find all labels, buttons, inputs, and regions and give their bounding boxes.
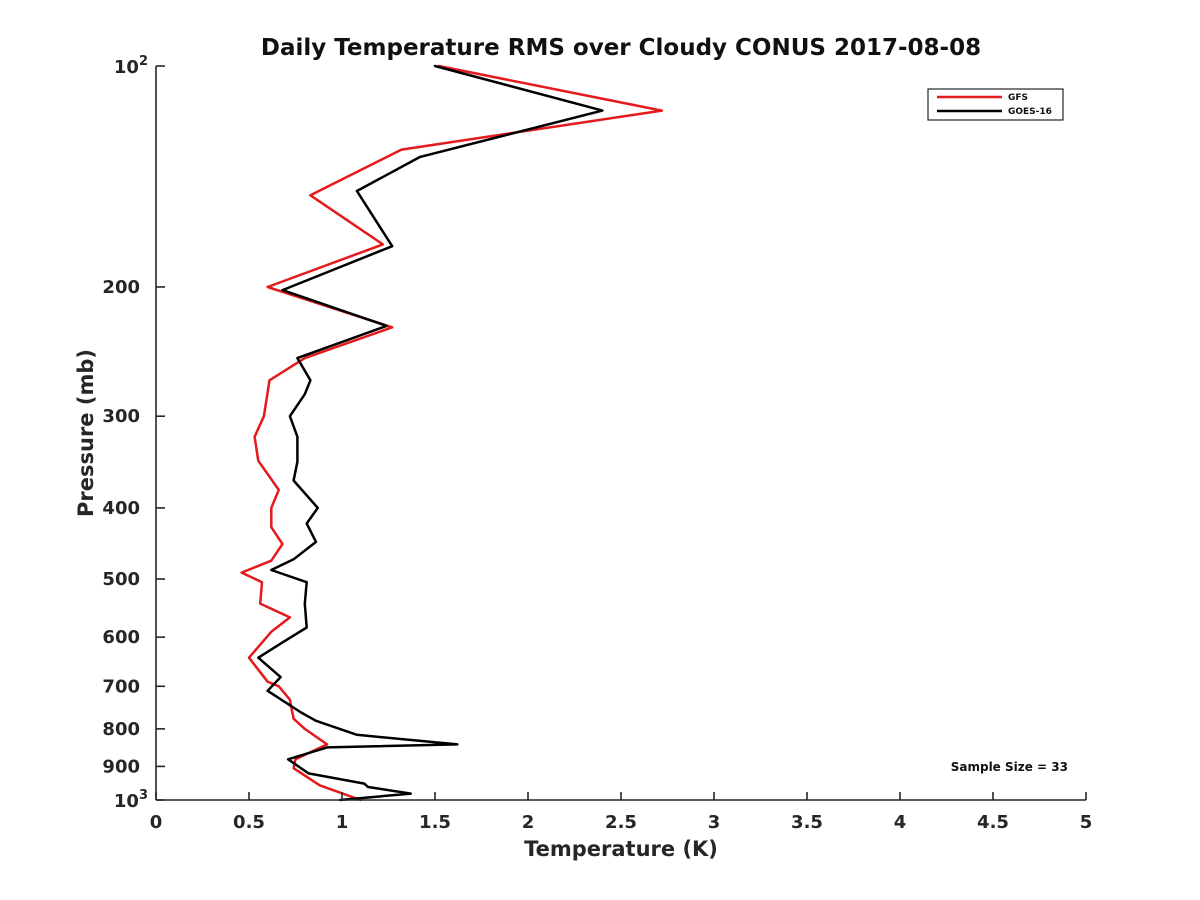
x-tick-label: 3.5 [791,812,823,833]
y-tick-base: 10 [114,791,139,812]
y-tick-label: 800 [102,719,140,740]
plot-area [240,64,664,802]
series-line-goes-16 [257,64,604,802]
y-tick-label: 900 [102,756,140,777]
x-tick-label: 1.5 [419,812,451,833]
y-axis-label: Pressure (mb) [74,349,98,517]
legend-label: GOES-16 [1008,107,1052,117]
legend: GFS GOES-16 [927,88,1064,121]
x-tick-label: 4 [894,812,907,833]
x-tick-label: 1 [336,812,349,833]
y-tick-base: 10 [114,57,139,78]
legend-label: GFS [1008,93,1028,103]
y-tick-label: 102 [114,54,148,78]
y-tick-label: 500 [102,569,140,590]
legend-box [927,88,1064,121]
y-tick-label: 200 [102,277,140,298]
y-tick-label: 600 [102,627,140,648]
sample-size-annotation: Sample Size = 33 [951,760,1068,774]
x-tick-label: 2.5 [605,812,637,833]
y-tick-label: 700 [102,676,140,697]
x-tick-label: 2 [522,812,535,833]
series-line-gfs [240,64,664,802]
y-tick-label: 400 [102,498,140,519]
y-tick-label: 300 [102,406,140,427]
y-tick-label: 103 [114,788,148,812]
y-tick-exponent: 2 [139,54,148,69]
x-tick-label: 0 [150,812,163,833]
y-tick-exponent: 3 [139,788,148,803]
chart-title: Daily Temperature RMS over Cloudy CONUS … [261,35,981,61]
x-tick-label: 4.5 [977,812,1009,833]
x-tick-label: 0.5 [233,812,265,833]
x-ticks: 0 0.5 1 1.5 2 2.5 3 3.5 4 4.5 5 [150,792,1093,833]
x-tick-label: 5 [1080,812,1093,833]
x-axis-label: Temperature (K) [524,837,718,861]
x-tick-label: 3 [708,812,721,833]
